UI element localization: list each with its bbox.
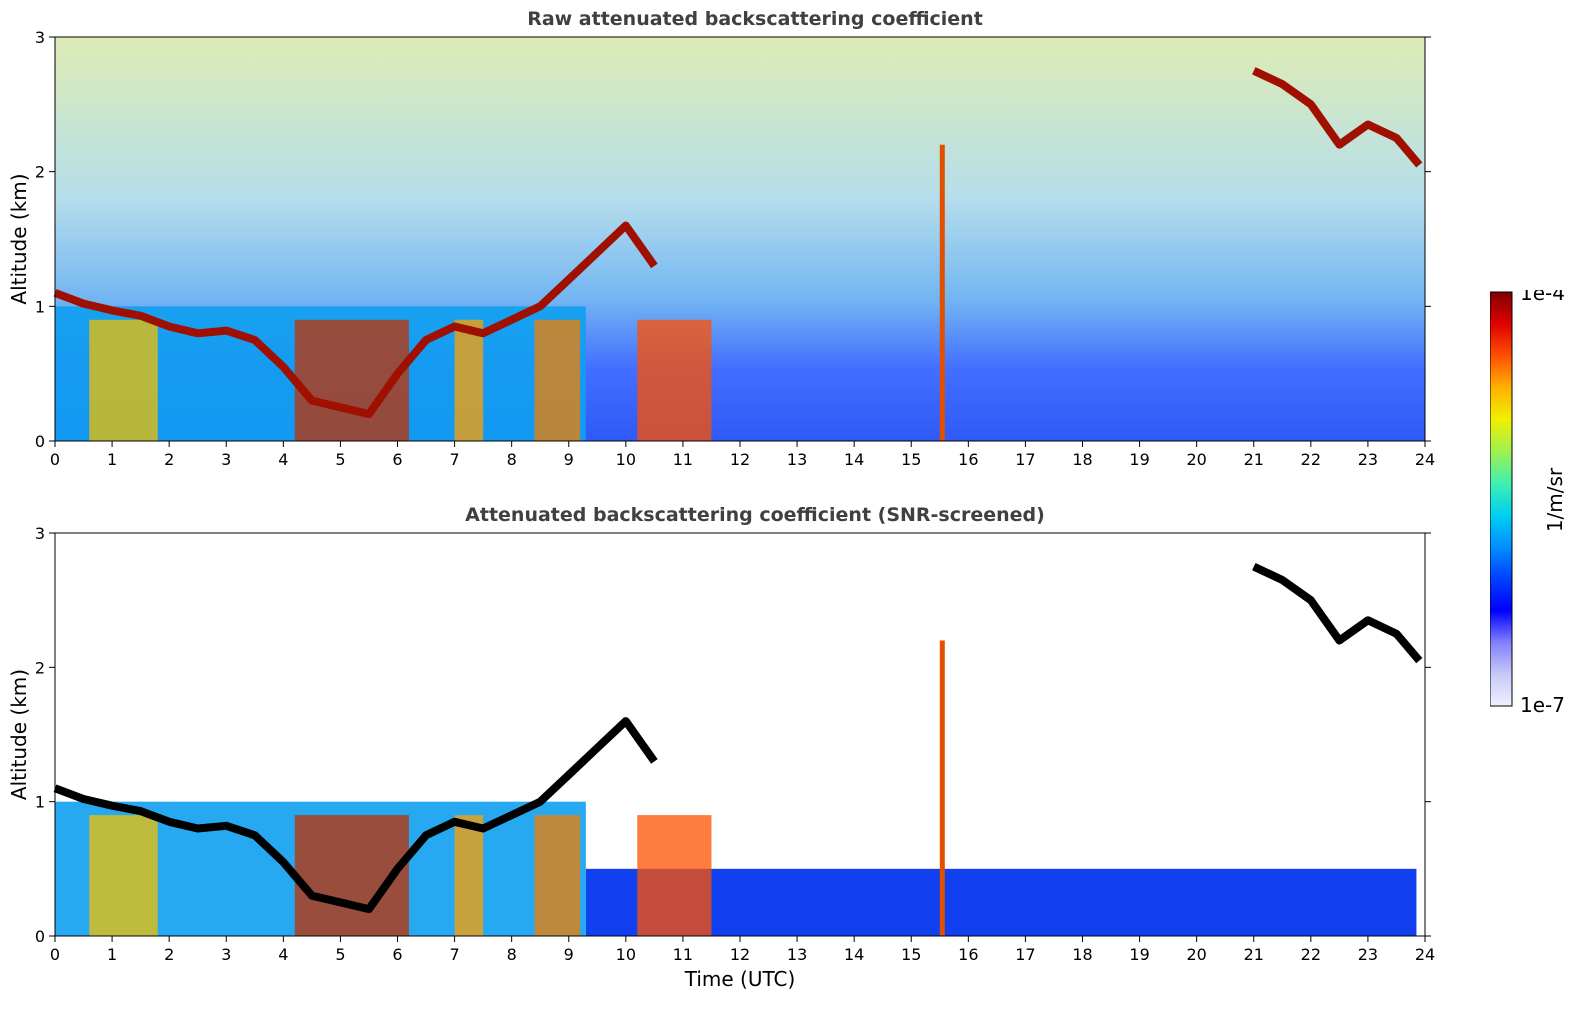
bottom-panel-chart: 0 1 2 3 4 5 6 7 8 9 10 11 12 13 14 15 16 17 18 19 20 21 22 23 24… [7,524,1435,991]
x-tick-label: 20 [1186,945,1206,964]
precipitation-column [637,319,712,441]
top-panel-title: Raw attenuated backscattering coefficien… [527,8,983,30]
colorbar-unit-label: 1/m/sr [1543,467,1567,532]
precipitation-column [454,815,484,936]
x-tick-label: 17 [1015,945,1035,964]
x-tick-label: 9 [564,945,574,964]
cloud-layer [53,221,658,419]
x-tick-label: 18 [1072,945,1092,964]
x-tick-label: 24 [1415,945,1435,964]
boundary-layer [585,868,1417,936]
x-tick-label: 5 [335,450,345,469]
x-tick-label: 17 [1015,450,1035,469]
x-tick-label: 18 [1072,450,1092,469]
x-tick-label: 21 [1244,450,1264,469]
cloud-streak [939,640,945,936]
cloud-layer [1252,67,1423,168]
x-tick-label: 10 [616,945,636,964]
x-tick-label: 5 [335,945,345,964]
x-tick-label: 15 [901,945,921,964]
y-tick-label: 3 [35,28,45,47]
x-tick-label: 15 [901,450,921,469]
x-tick-label: 19 [1129,450,1149,469]
x-tick-label: 10 [616,450,636,469]
y-tick-label: 3 [35,524,45,543]
x-tick-label: 1 [107,945,117,964]
colorbar-max-label: 1e-4 [1520,290,1565,305]
precipitation-column [534,815,581,936]
x-tick-label: 19 [1129,945,1149,964]
x-tick-label: 14 [844,945,864,964]
precipitation-column [637,815,712,936]
colorbar: 1e-4 1e-7 1/m/sr [1489,281,1595,730]
precipitation-column [454,319,484,441]
x-axis-label: Time (UTC) [684,967,796,991]
x-tick-label: 12 [730,450,750,469]
y-tick-label: 2 [35,658,45,677]
x-tick-label: 22 [1301,450,1321,469]
colorbar-min-label: 1e-7 [1520,693,1565,717]
x-tick-label: 7 [449,945,459,964]
x-tick-label: 16 [958,945,978,964]
x-tick-label: 9 [564,450,574,469]
x-tick-label: 11 [673,945,693,964]
precipitation-column [89,319,158,441]
y-tick-label: 1 [35,793,45,812]
x-tick-label: 12 [730,945,750,964]
x-tick-label: 6 [392,945,402,964]
y-axis-label: Altitude (km) [7,669,31,800]
x-tick-label: 8 [507,945,517,964]
x-tick-label: 3 [221,945,231,964]
x-tick-label: 8 [507,450,517,469]
x-tick-label: 13 [787,945,807,964]
x-tick-label: 16 [958,450,978,469]
x-tick-label: 23 [1358,945,1378,964]
precipitation-column [89,815,158,936]
y-tick-label: 2 [35,163,45,182]
y-axis-label: Altitude (km) [7,173,31,304]
top-panel-chart: 0 1 2 3 4 5 6 7 8 9 10 11 12 13 14 15 16 17 18 19 20 21 22 23 24… [7,28,1435,469]
x-tick-label: 1 [107,450,117,469]
x-tick-label: 4 [278,945,288,964]
x-tick-label: 6 [392,450,402,469]
y-tick-label: 0 [35,927,45,946]
precipitation-column [534,319,581,441]
y-tick-label: 0 [35,432,45,451]
y-tick-label: 1 [35,297,45,316]
x-tick-label: 3 [221,450,231,469]
x-tick-label: 14 [844,450,864,469]
x-tick-label: 24 [1415,450,1435,469]
x-tick-label: 0 [50,945,60,964]
x-tick-label: 4 [278,450,288,469]
cloud-layer [1252,562,1423,664]
x-tick-label: 21 [1244,945,1264,964]
x-tick-label: 2 [164,945,174,964]
x-tick-label: 23 [1358,450,1378,469]
x-tick-label: 0 [50,450,60,469]
x-tick-label: 7 [449,450,459,469]
x-tick-label: 13 [787,450,807,469]
x-tick-label: 22 [1301,945,1321,964]
colorbar-gradient [1489,291,1513,707]
cloud-layer [53,717,658,914]
cloud-streak [939,144,945,441]
x-tick-label: 2 [164,450,174,469]
bottom-panel-title: Attenuated backscattering coefficient (S… [465,504,1045,526]
x-tick-label: 20 [1186,450,1206,469]
x-tick-label: 11 [673,450,693,469]
